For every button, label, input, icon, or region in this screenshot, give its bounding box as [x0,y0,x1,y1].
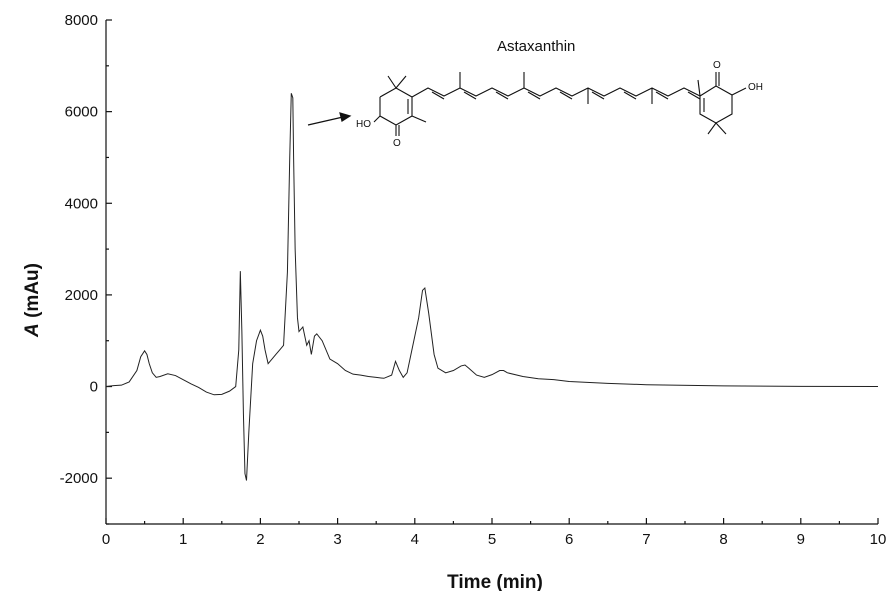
annotation-label: Astaxanthin [497,38,575,55]
x-tick-label: 5 [488,531,496,548]
x-tick-label: 4 [411,531,419,548]
x-tick-label: 7 [642,531,650,548]
x-tick-label: 0 [102,531,110,548]
x-axis-title: Time (min) [447,572,543,591]
x-tick-label: 9 [797,531,805,548]
y-axis-title-unit: (mAu) [22,263,43,323]
y-tick-label: -2000 [60,470,98,487]
x-tick-label: 3 [333,531,341,548]
x-tick-label: 1 [179,531,187,548]
axes [105,20,878,525]
y-tick-label: 0 [90,379,98,396]
x-tick-label: 2 [256,531,264,548]
y-axis-title: A (mAu) [22,263,43,338]
x-tick-label: 8 [719,531,727,548]
y-tick-label: 4000 [65,195,98,212]
atom-ho: HO [356,119,371,130]
y-tick-label: 6000 [65,104,98,121]
tick-labels: 0 1 2 3 4 5 6 7 8 9 10 -2000 0 2000 4000 6000 8000 [60,12,887,548]
series-line-0 [105,93,879,481]
ticks [105,19,879,525]
y-tick-label: 8000 [65,12,98,29]
x-tick-label: 6 [565,531,573,548]
y-tick-label: 2000 [65,287,98,304]
atom-oh: OH [748,82,763,93]
arrow [307,112,352,126]
astaxanthin-structure: Astaxanthin [307,38,763,149]
molecule-bonds [373,72,747,136]
x-tick-label: 10 [870,531,887,548]
atom-o-right: O [713,60,721,71]
atom-o-left: O [393,138,401,149]
y-axis-title-symbol: A [22,323,43,338]
